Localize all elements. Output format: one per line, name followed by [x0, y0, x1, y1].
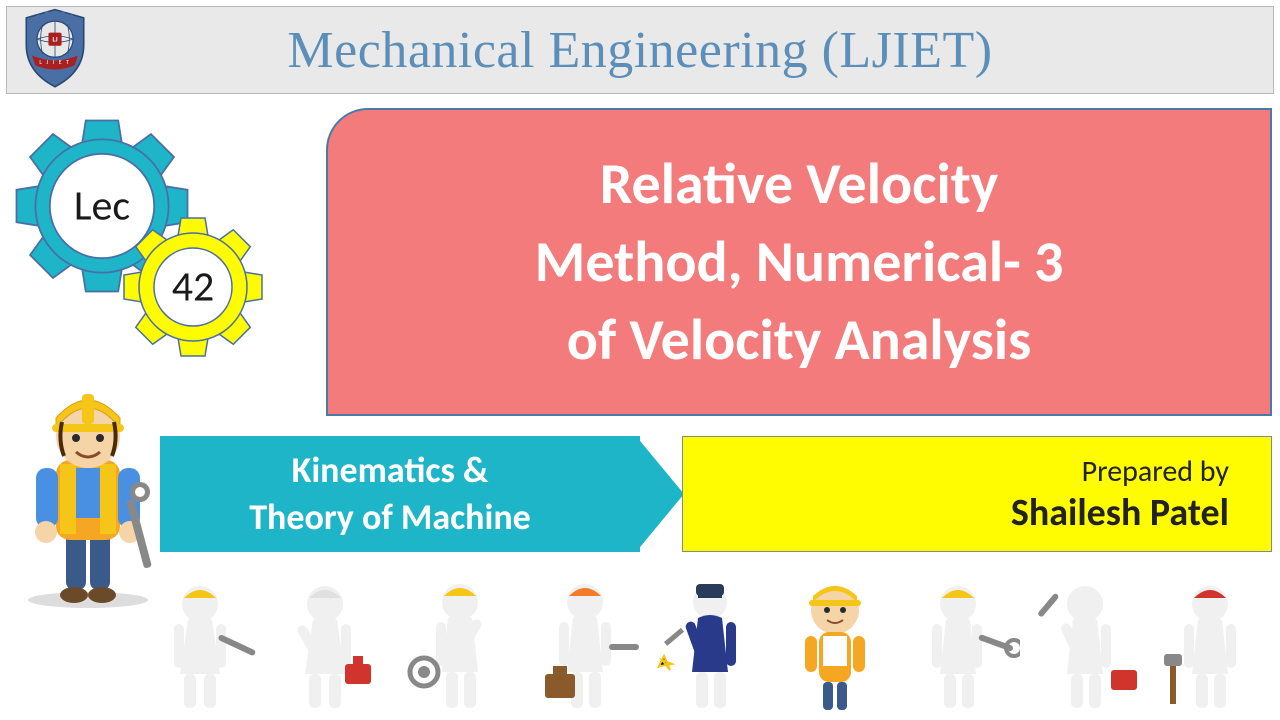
prepared-box: Prepared by Shailesh Patel [682, 436, 1272, 552]
worker-fig-7 [900, 574, 1020, 714]
main-title-l3: of Velocity Analysis [567, 304, 1032, 375]
worker-row [150, 554, 1270, 714]
institution-logo: LJ L J I E T [14, 8, 96, 90]
subject-arrow [636, 436, 684, 552]
subject-text: Kinematics & Theory of Machine [249, 447, 531, 541]
header-bar: Mechanical Engineering (LJIET) [6, 6, 1274, 94]
worker-fig-1 [150, 574, 270, 714]
worker-fig-5 [650, 574, 770, 714]
subject-l1: Kinematics & [292, 448, 489, 492]
header-title: Mechanical Engineering (LJIET) [287, 21, 992, 80]
svg-text:LJ: LJ [52, 36, 57, 44]
worker-fig-8 [1025, 574, 1145, 714]
gear-number: 42 [118, 212, 268, 362]
gear-num-label: 42 [172, 262, 215, 313]
main-title-l2: Method, Numerical- 3 [535, 226, 1064, 297]
worker-fig-3 [400, 574, 520, 714]
main-title-box: Relative Velocity Method, Numerical- 3 o… [326, 108, 1272, 416]
main-title-text: Relative Velocity Method, Numerical- 3 o… [535, 145, 1064, 380]
prepared-name: Shailesh Patel [1011, 490, 1229, 536]
worker-fig-4 [525, 574, 645, 714]
worker-icon [8, 350, 168, 610]
main-title-l1: Relative Velocity [600, 148, 999, 219]
subject-box: Kinematics & Theory of Machine [160, 436, 640, 552]
svg-text:L J I E T: L J I E T [39, 59, 70, 66]
subject-l2: Theory of Machine [249, 495, 531, 539]
worker-fig-2 [275, 574, 395, 714]
worker-fig-9 [1150, 574, 1270, 714]
prepared-label: Prepared by [1082, 453, 1229, 490]
worker-fig-6 [775, 574, 895, 714]
